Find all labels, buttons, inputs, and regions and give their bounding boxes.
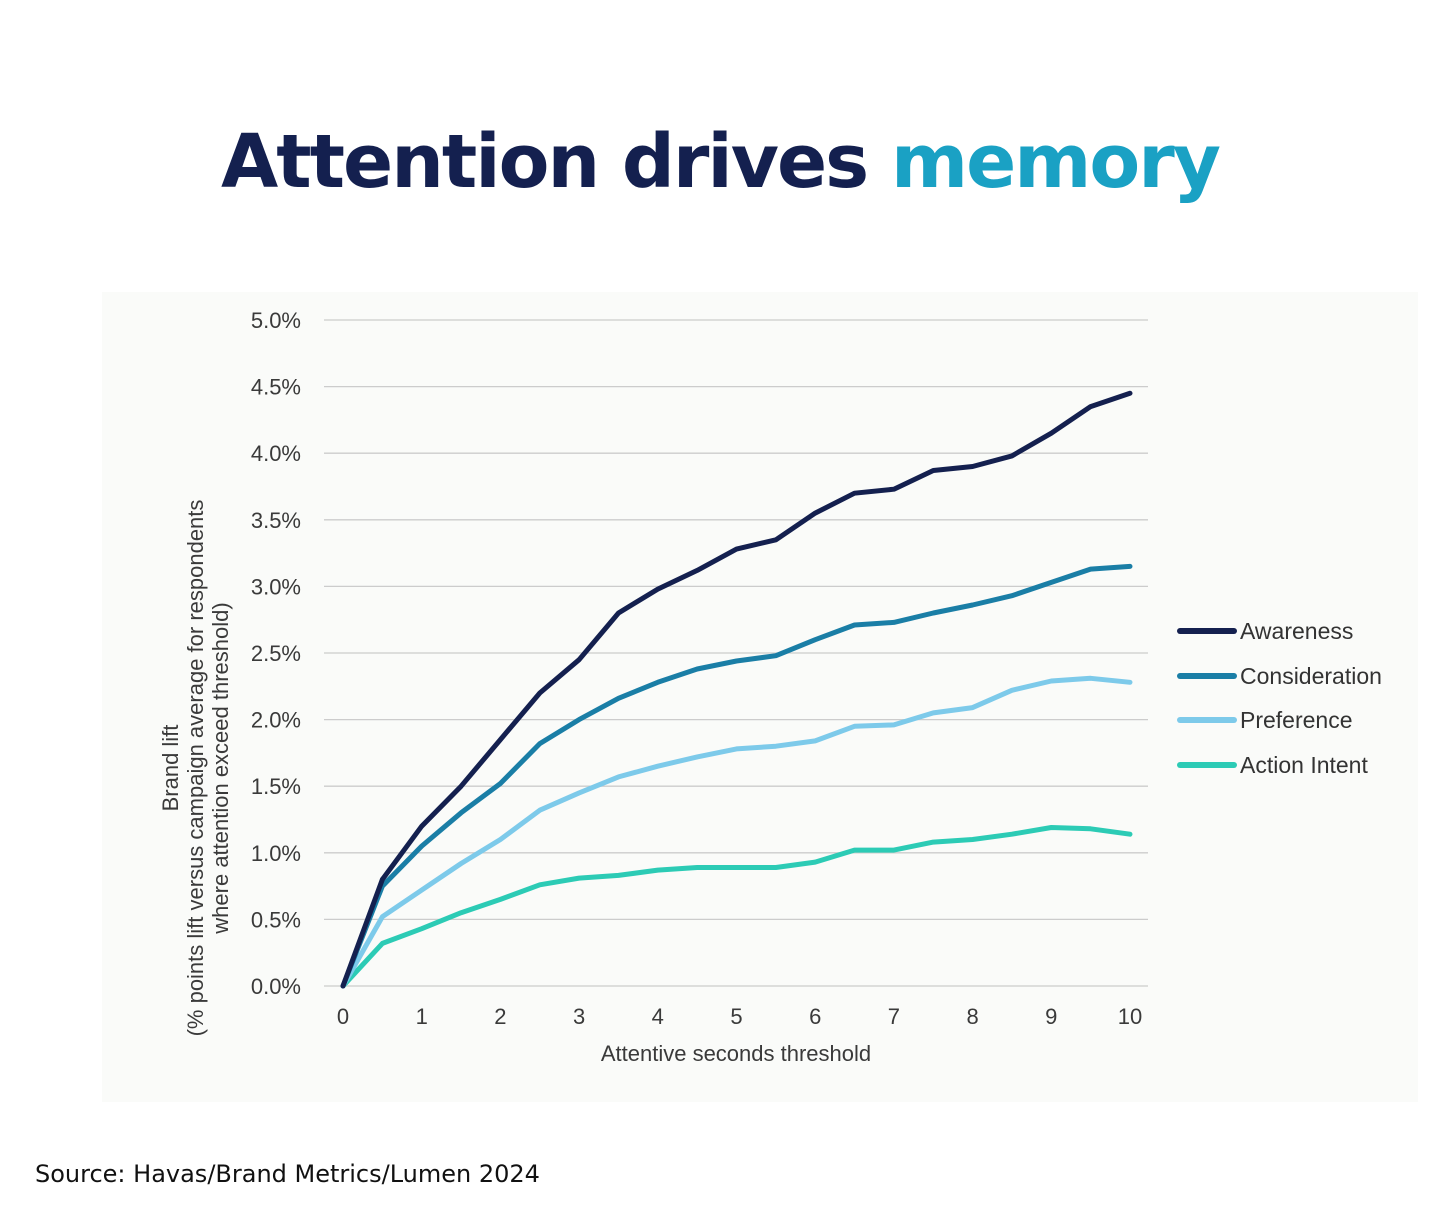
x-tick-label: 5 — [730, 1004, 742, 1029]
x-tick-label: 1 — [416, 1004, 428, 1029]
chart-panel: 0.0% 0.5% 1.0% 1.5% 2.0% 2.5% 3.0% 3.5% 4.0% 4.5%… — [102, 292, 1418, 1102]
y-tick-label: 4.0% — [251, 441, 301, 466]
x-tick-label: 3 — [573, 1004, 585, 1029]
legend: Awareness Consideration Preference Action I… — [1177, 618, 1382, 778]
x-tick-label: 0 — [337, 1004, 349, 1029]
legend-label-action-intent: Action Intent — [1240, 752, 1368, 778]
title-accent: memory — [891, 119, 1221, 205]
y-tick-label: 3.5% — [251, 508, 301, 533]
source-note: Source: Havas/Brand Metrics/Lumen 2024 — [35, 1160, 540, 1188]
x-tick-label: 8 — [966, 1004, 978, 1029]
y-tick-label: 3.0% — [251, 574, 301, 599]
x-tick-label: 9 — [1045, 1004, 1057, 1029]
y-tick-label: 0.0% — [251, 974, 301, 999]
page-title: Attention drives memory — [0, 112, 1440, 212]
y-tick-label: 2.5% — [251, 641, 301, 666]
y-tick-labels: 0.0% 0.5% 1.0% 1.5% 2.0% 2.5% 3.0% 3.5% 4.0% 4.5%… — [251, 308, 301, 999]
title-main: Attention drives — [221, 119, 869, 205]
y-tick-label: 4.5% — [251, 375, 301, 400]
y-tick-label: 5.0% — [251, 308, 301, 333]
y-axis-title-line3: where attention exceed threshold) — [208, 602, 233, 934]
series-line-action-intent — [340, 825, 1133, 989]
legend-label-consideration: Consideration — [1240, 663, 1382, 689]
x-tick-label: 6 — [809, 1004, 821, 1029]
grid-lines — [324, 319, 1148, 987]
x-tick-label: 2 — [494, 1004, 506, 1029]
y-axis-title-line1: Brand lift — [158, 725, 183, 812]
series-line-awareness — [340, 390, 1133, 989]
y-tick-label: 1.0% — [251, 841, 301, 866]
y-tick-label: 0.5% — [251, 907, 301, 932]
line-chart: 0.0% 0.5% 1.0% 1.5% 2.0% 2.5% 3.0% 3.5% 4.0% 4.5%… — [158, 308, 1382, 1066]
series-lines — [340, 390, 1133, 989]
x-tick-label: 10 — [1118, 1004, 1142, 1029]
x-tick-label: 4 — [652, 1004, 664, 1029]
y-axis-title-line2: (% points lift versus campaign average f… — [183, 500, 208, 1037]
x-axis-title: Attentive seconds threshold — [601, 1041, 871, 1066]
series-line-preference — [340, 675, 1133, 989]
x-tick-labels: 0 1 2 3 4 5 6 7 8 9 10 — [337, 1004, 1142, 1029]
series-line-consideration — [340, 563, 1133, 989]
legend-label-preference: Preference — [1240, 707, 1353, 733]
legend-label-awareness: Awareness — [1240, 618, 1353, 644]
y-axis-title: Brand lift (% points lift versus campaig… — [158, 500, 233, 1037]
y-tick-label: 1.5% — [251, 774, 301, 799]
x-tick-label: 7 — [888, 1004, 900, 1029]
y-tick-label: 2.0% — [251, 708, 301, 733]
